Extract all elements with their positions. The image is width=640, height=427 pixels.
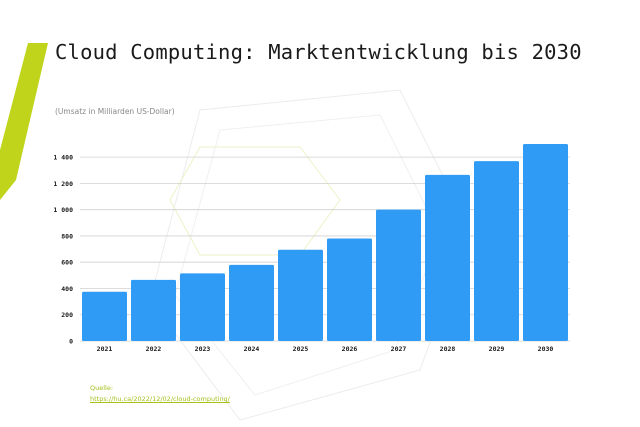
x-tick-label: 2028 (440, 345, 456, 353)
source-note: Quelle: https://hu.ca/2022/12/02/cloud-c… (90, 383, 230, 405)
chart-subtitle: (Umsatz in Milliarden US-Dollar) (55, 107, 175, 116)
bar-2028 (425, 174, 470, 341)
x-tick-label: 2027 (391, 345, 407, 353)
source-link[interactable]: https://hu.ca/2022/12/02/cloud-computing… (90, 395, 230, 403)
chart-title: Cloud Computing: Marktentwicklung bis 20… (55, 40, 582, 64)
bar-2023 (180, 273, 225, 341)
x-tick-label: 2021 (97, 345, 113, 353)
y-tick-label: 1 400 (53, 154, 73, 162)
source-label: Quelle: (90, 384, 114, 392)
x-tick-label: 2025 (293, 345, 309, 353)
bar-2022 (131, 279, 176, 341)
bar-2021 (82, 291, 127, 341)
bar-2029 (474, 161, 519, 341)
bars (82, 144, 568, 341)
bar-2024 (229, 264, 274, 341)
x-tick-label: 2030 (538, 345, 554, 353)
decorative-hexagon-accent (169, 146, 341, 256)
bar-2030 (523, 144, 568, 341)
x-tick-label: 2024 (244, 345, 260, 353)
y-tick-label: 200 (61, 311, 73, 319)
y-axis-labels: 0 200 400 600 800 1 000 1 200 1 400 (53, 154, 73, 346)
bar-2026 (327, 238, 372, 341)
x-tick-label: 2026 (342, 345, 358, 353)
y-tick-label: 600 (61, 259, 73, 267)
accent-stripe (0, 43, 48, 200)
y-tick-label: 1 200 (53, 180, 73, 188)
x-tick-label: 2023 (195, 345, 211, 353)
x-tick-label: 2029 (489, 345, 505, 353)
bar-2025 (278, 249, 323, 341)
y-tick-label: 800 (61, 232, 73, 240)
bar-2027 (376, 209, 421, 341)
y-tick-label: 1 000 (53, 206, 73, 214)
y-tick-label: 0 (69, 338, 73, 346)
y-tick-label: 400 (61, 285, 73, 293)
x-tick-label: 2022 (146, 345, 162, 353)
x-axis-labels: 2021 2022 2023 2024 2025 2026 2027 2028 2029 2030 (97, 345, 554, 353)
